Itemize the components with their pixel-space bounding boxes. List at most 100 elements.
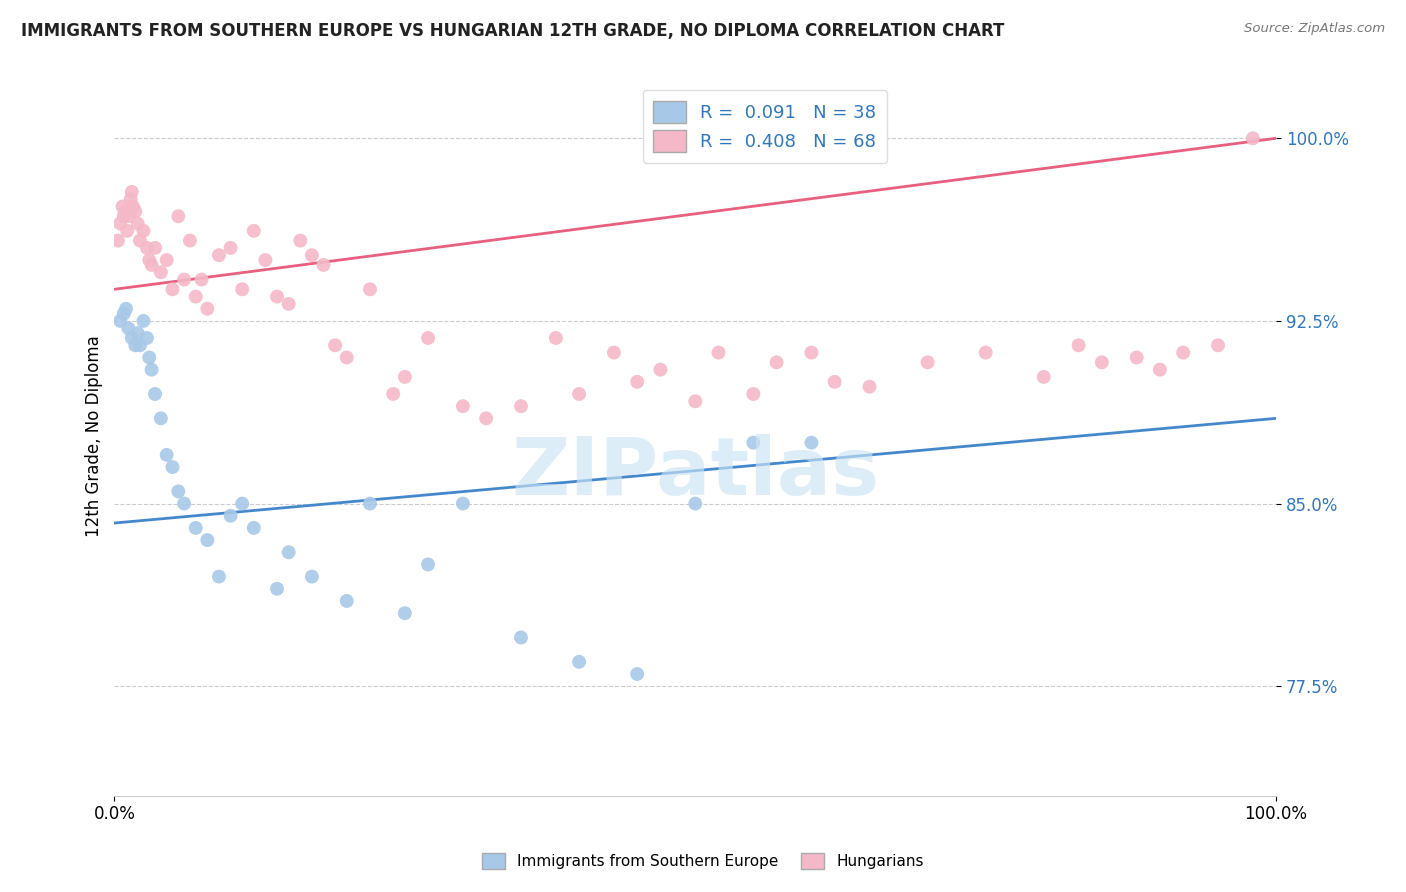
Point: [626, 375, 648, 389]
Point: [208, 569, 231, 583]
Point: [195, 533, 218, 547]
Point: [800, 345, 823, 359]
Point: [243, 521, 266, 535]
Point: [277, 297, 299, 311]
Point: [1091, 355, 1114, 369]
Point: [544, 331, 567, 345]
Point: [475, 411, 498, 425]
Point: [111, 199, 134, 213]
Point: [858, 379, 880, 393]
Point: [208, 248, 231, 262]
Point: [1149, 362, 1171, 376]
Point: [568, 655, 591, 669]
Point: [266, 289, 288, 303]
Point: [510, 631, 533, 645]
Point: [167, 209, 190, 223]
Point: [323, 338, 346, 352]
Point: [650, 362, 672, 376]
Point: [115, 224, 138, 238]
Point: [451, 399, 474, 413]
Point: [359, 497, 381, 511]
Point: [1125, 351, 1147, 365]
Point: [336, 351, 359, 365]
Point: [121, 331, 143, 345]
Point: [231, 497, 253, 511]
Point: [136, 331, 159, 345]
Point: [138, 253, 160, 268]
Point: [603, 345, 626, 359]
Point: [394, 606, 416, 620]
Point: [382, 387, 405, 401]
Y-axis label: 12th Grade, No Diploma: 12th Grade, No Diploma: [86, 335, 103, 538]
Point: [1173, 345, 1195, 359]
Point: [117, 209, 139, 223]
Point: [416, 331, 439, 345]
Point: [115, 204, 138, 219]
Point: [173, 272, 195, 286]
Point: [231, 282, 253, 296]
Point: [127, 217, 149, 231]
Point: [179, 234, 201, 248]
Point: [184, 521, 207, 535]
Point: [683, 394, 706, 409]
Point: [156, 448, 179, 462]
Point: [394, 370, 416, 384]
Point: [1206, 338, 1229, 352]
Point: [141, 362, 163, 376]
Point: [312, 258, 335, 272]
Point: [568, 387, 591, 401]
Point: [124, 338, 146, 352]
Point: [141, 258, 163, 272]
Point: [974, 345, 997, 359]
Point: [149, 411, 172, 425]
Point: [143, 241, 166, 255]
Point: [110, 217, 132, 231]
Point: [129, 234, 152, 248]
Point: [301, 569, 323, 583]
Point: [243, 224, 266, 238]
Legend: Immigrants from Southern Europe, Hungarians: Immigrants from Southern Europe, Hungari…: [475, 847, 931, 875]
Point: [742, 435, 765, 450]
Point: [115, 301, 138, 316]
Point: [707, 345, 730, 359]
Point: [626, 667, 648, 681]
Text: ZIPatlas: ZIPatlas: [512, 434, 879, 511]
Point: [129, 338, 152, 352]
Point: [800, 435, 823, 450]
Point: [162, 282, 184, 296]
Text: Source: ZipAtlas.com: Source: ZipAtlas.com: [1244, 22, 1385, 36]
Point: [149, 265, 172, 279]
Point: [156, 253, 179, 268]
Point: [107, 234, 129, 248]
Point: [121, 185, 143, 199]
Point: [301, 248, 323, 262]
Point: [136, 241, 159, 255]
Point: [683, 497, 706, 511]
Point: [124, 204, 146, 219]
Point: [120, 192, 142, 206]
Point: [336, 594, 359, 608]
Point: [127, 326, 149, 340]
Point: [167, 484, 190, 499]
Point: [1241, 131, 1264, 145]
Point: [451, 497, 474, 511]
Point: [110, 314, 132, 328]
Point: [219, 241, 242, 255]
Point: [416, 558, 439, 572]
Point: [359, 282, 381, 296]
Point: [138, 351, 160, 365]
Point: [290, 234, 312, 248]
Point: [190, 272, 212, 286]
Point: [765, 355, 787, 369]
Point: [510, 399, 533, 413]
Point: [917, 355, 939, 369]
Point: [112, 307, 135, 321]
Point: [162, 460, 184, 475]
Point: [143, 387, 166, 401]
Point: [742, 387, 765, 401]
Point: [219, 508, 242, 523]
Point: [132, 224, 155, 238]
Point: [254, 253, 277, 268]
Point: [195, 301, 218, 316]
Text: IMMIGRANTS FROM SOUTHERN EUROPE VS HUNGARIAN 12TH GRADE, NO DIPLOMA CORRELATION : IMMIGRANTS FROM SOUTHERN EUROPE VS HUNGA…: [21, 22, 1004, 40]
